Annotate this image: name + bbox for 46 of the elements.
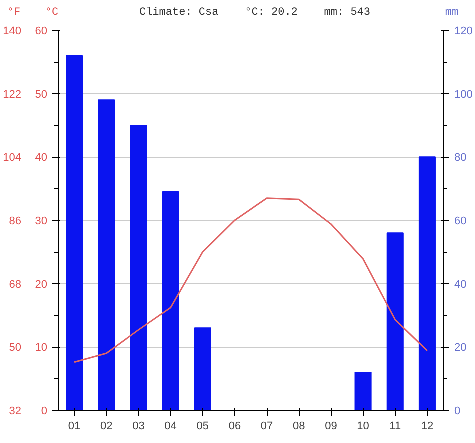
chart-title: Climate: Csa °C: 20.2 mm: 543	[139, 6, 371, 21]
y-tick-label: 50	[35, 88, 48, 101]
y3-axis-title: °F	[7, 6, 21, 21]
line-series	[74, 198, 428, 364]
y2-tick-label: 40	[454, 278, 467, 291]
x-tick-label: 09	[325, 420, 338, 432]
y-tick-label: 60	[35, 26, 48, 38]
y-tick-label: 20	[35, 278, 48, 291]
y3-tick-label: 104	[3, 152, 22, 164]
x-tick-label: 08	[293, 420, 306, 432]
y2-tick-label: 20	[454, 342, 467, 354]
x-tick-label: 11	[390, 420, 402, 432]
bar	[162, 192, 180, 410]
y3-tick-label: 86	[9, 216, 22, 228]
x-tick-label: 04	[164, 420, 177, 432]
y-tick-label: 40	[35, 152, 48, 164]
y3-tick-label: 140	[3, 26, 22, 38]
bar	[130, 125, 148, 410]
x-tick-label: 02	[100, 420, 113, 432]
y2-tick-label: 0	[454, 406, 461, 418]
x-tick-label: 06	[228, 420, 242, 432]
y2-tick-label: 80	[454, 152, 467, 164]
y3-tick-label: 50	[9, 342, 22, 354]
x-tick-label: 07	[260, 420, 274, 432]
y-tick-label: 10	[35, 342, 48, 354]
bar	[194, 328, 212, 410]
y3-tick-label: 32	[9, 406, 22, 418]
y2-tick-label: 100	[454, 88, 473, 101]
y3-tick-label: 122	[3, 88, 22, 101]
y2-axis-title: mm	[445, 6, 459, 21]
bar	[354, 372, 372, 410]
x-tick-label: 12	[421, 420, 434, 432]
x-tick-label: 10	[357, 420, 370, 432]
y-axis-title: °C	[45, 6, 59, 21]
bar	[386, 232, 404, 410]
y2-tick-label: 60	[454, 216, 467, 228]
bar	[418, 156, 436, 410]
x-tick-label: 03	[132, 420, 145, 432]
bar	[98, 100, 116, 410]
y-tick-label: 30	[35, 216, 48, 228]
x-tick-label: 05	[196, 420, 210, 432]
bar	[66, 55, 84, 410]
y-tick-label: 0	[41, 406, 48, 418]
x-tick-label: 01	[68, 420, 81, 432]
y2-tick-label: 120	[454, 26, 473, 38]
y3-tick-label: 68	[9, 278, 22, 291]
